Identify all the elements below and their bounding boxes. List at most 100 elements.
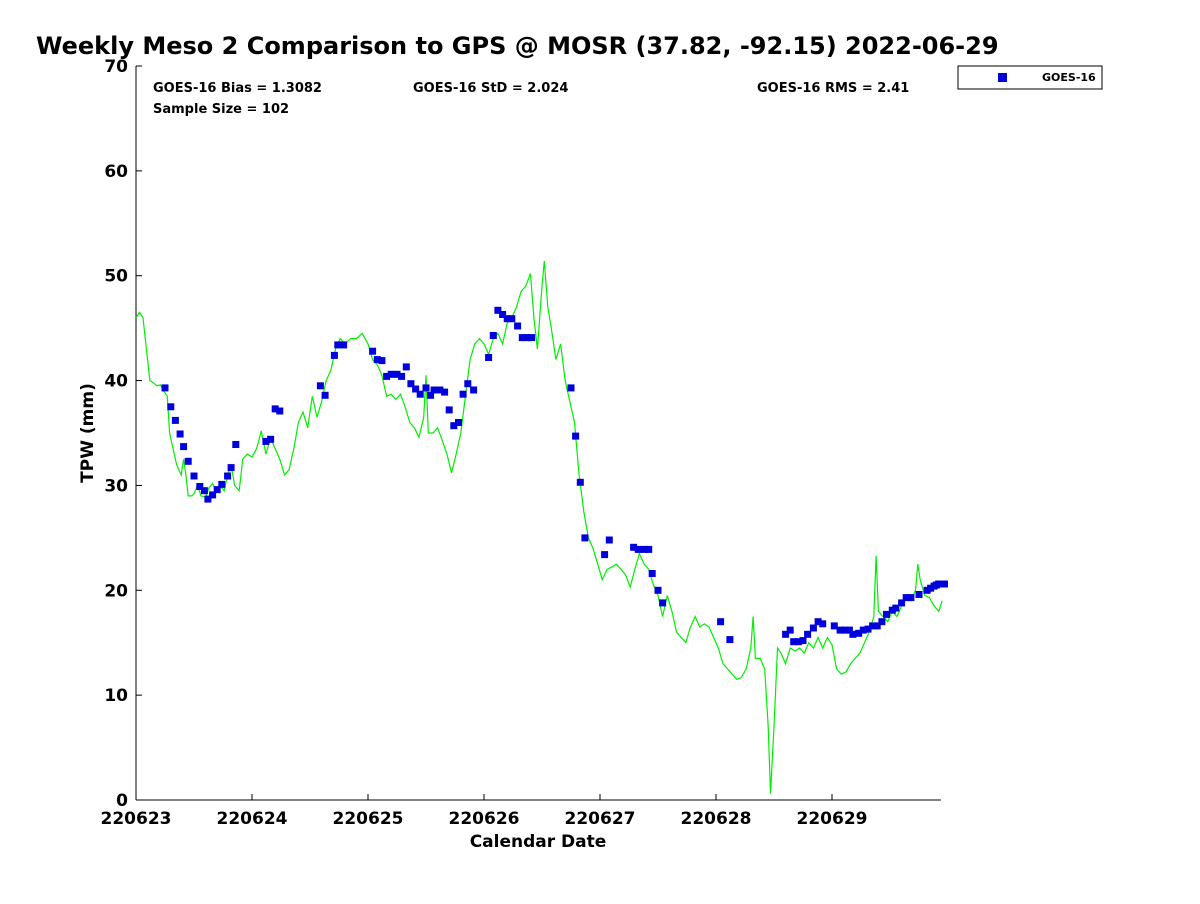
x-tick-label: 220625: [333, 809, 404, 829]
goes16-point: [316, 382, 324, 390]
legend: GOES-16: [957, 65, 1103, 90]
goes16-point: [654, 586, 662, 594]
goes16-point: [892, 604, 900, 612]
goes16-point: [845, 626, 853, 634]
goes16-point: [836, 626, 844, 634]
goes16-point: [878, 618, 886, 626]
goes16-point: [523, 334, 531, 342]
goes16-point: [459, 390, 467, 398]
legend-marker-goes16: [998, 73, 1007, 82]
goes16-point: [393, 370, 401, 378]
y-tick-label: 10: [104, 686, 128, 706]
goes16-point: [436, 386, 444, 394]
goes16-point: [262, 437, 270, 445]
goes16-point: [790, 638, 798, 646]
stats-annotations: GOES-16 Bias = 1.3082 GOES-16 StD = 2.02…: [153, 81, 909, 117]
goes16-point: [383, 372, 391, 380]
goes16-point: [726, 636, 734, 644]
x-tick-label: 220627: [565, 809, 636, 829]
goes16-point: [200, 487, 208, 495]
stat-sample-size: Sample Size = 102: [153, 102, 289, 117]
goes16-point: [455, 419, 462, 426]
goes16-point: [508, 315, 516, 323]
goes16-point: [883, 610, 890, 618]
goes16-point: [898, 599, 906, 607]
goes16-point: [581, 534, 589, 542]
goes16-point: [387, 370, 395, 378]
goes16-point: [267, 435, 275, 443]
goes16-point: [340, 341, 348, 349]
goes16-point: [809, 624, 817, 632]
goes16-point: [407, 380, 415, 388]
goes16-point: [786, 626, 794, 634]
goes16-point: [276, 407, 284, 415]
goes16-point: [430, 386, 438, 394]
goes16-point: [321, 391, 329, 399]
goes16-point: [601, 551, 609, 559]
goes16-point: [369, 347, 377, 355]
stat-bias: GOES-16 Bias = 1.3082: [153, 81, 322, 96]
chart-title: Weekly Meso 2 Comparison to GPS @ MOSR (…: [36, 32, 999, 60]
goes16-point: [915, 591, 923, 598]
goes16-point: [902, 594, 910, 602]
gps-series-line: [135, 260, 943, 794]
goes16-point: [841, 626, 849, 634]
legend-label-goes16: GOES-16: [1042, 71, 1096, 84]
goes16-point: [334, 341, 342, 349]
goes16-point: [864, 625, 872, 633]
y-tick-label: 60: [104, 162, 128, 182]
x-axis-label: Calendar Date: [470, 832, 607, 852]
goes16-point: [422, 384, 430, 392]
goes16-point: [161, 384, 169, 392]
x-tick-label: 220629: [797, 809, 868, 829]
goes16-point: [180, 443, 188, 451]
x-tick-label: 220623: [101, 809, 172, 829]
y-tick-label: 40: [104, 372, 128, 392]
goes16-point: [567, 384, 575, 392]
goes16-point: [630, 543, 638, 551]
goes16-point: [184, 457, 192, 465]
goes16-point: [441, 388, 449, 396]
goes16-point: [859, 626, 867, 634]
goes16-point: [416, 390, 424, 398]
goes16-point: [634, 545, 642, 553]
goes16-point: [499, 311, 507, 318]
goes16-point: [378, 357, 386, 365]
goes16-point: [648, 570, 656, 577]
goes16-marker-layer: [161, 306, 948, 646]
stat-std: GOES-16 StD = 2.024: [413, 81, 568, 96]
goes16-point: [190, 472, 198, 480]
goes16-point: [814, 618, 822, 626]
x-tick-label: 220628: [681, 809, 752, 829]
goes16-point: [271, 405, 279, 413]
legend-box: [957, 65, 1103, 90]
y-tick-label: 0: [116, 791, 128, 811]
goes16-point: [218, 480, 226, 488]
y-tick-label: 30: [104, 476, 128, 496]
goes16-point: [412, 385, 420, 393]
goes16-point: [576, 478, 584, 486]
goes16-point: [514, 322, 522, 330]
y-tick-label: 70: [104, 57, 128, 77]
goes16-point: [941, 580, 948, 588]
goes16-point: [232, 441, 240, 448]
goes16-point: [167, 403, 175, 411]
goes16-point: [330, 351, 338, 359]
goes16-point: [196, 483, 204, 490]
goes16-point: [849, 630, 857, 638]
goes16-point: [485, 354, 493, 361]
goes16-point: [572, 432, 580, 440]
goes16-point: [799, 637, 807, 645]
stat-rms: GOES-16 RMS = 2.41: [757, 81, 909, 96]
goes16-point: [227, 464, 235, 472]
goes16-point: [470, 386, 478, 394]
axes: 0 10 20 30 40 50 60 70 220623 220624 220625 220626 2…: [101, 57, 941, 829]
goes16-point: [494, 306, 502, 314]
goes16-point: [402, 363, 410, 371]
goes16-point: [209, 491, 217, 499]
goes16-point: [640, 545, 648, 553]
goes16-point: [645, 545, 653, 553]
x-tick-label: 220624: [217, 809, 288, 829]
goes16-point: [528, 334, 536, 342]
